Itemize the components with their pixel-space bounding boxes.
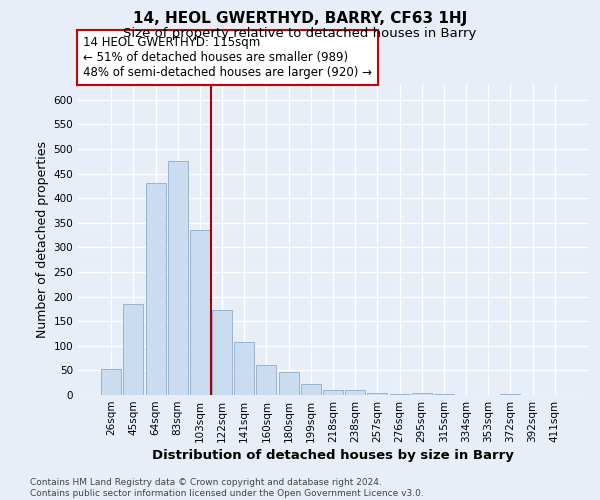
- Bar: [323, 390, 343, 395]
- Bar: [212, 310, 232, 395]
- X-axis label: Distribution of detached houses by size in Barry: Distribution of detached houses by size …: [152, 449, 514, 462]
- Bar: [124, 304, 143, 395]
- Text: Size of property relative to detached houses in Barry: Size of property relative to detached ho…: [124, 28, 476, 40]
- Bar: [278, 372, 299, 395]
- Bar: [412, 392, 432, 395]
- Bar: [367, 392, 388, 395]
- Bar: [234, 342, 254, 395]
- Bar: [345, 390, 365, 395]
- Bar: [146, 184, 166, 395]
- Bar: [389, 394, 410, 395]
- Y-axis label: Number of detached properties: Number of detached properties: [36, 142, 49, 338]
- Bar: [301, 384, 321, 395]
- Text: Contains HM Land Registry data © Crown copyright and database right 2024.
Contai: Contains HM Land Registry data © Crown c…: [30, 478, 424, 498]
- Bar: [256, 366, 277, 395]
- Text: 14 HEOL GWERTHYD: 115sqm
← 51% of detached houses are smaller (989)
48% of semi-: 14 HEOL GWERTHYD: 115sqm ← 51% of detach…: [83, 36, 372, 79]
- Bar: [168, 162, 188, 395]
- Bar: [190, 230, 210, 395]
- Bar: [434, 394, 454, 395]
- Text: 14, HEOL GWERTHYD, BARRY, CF63 1HJ: 14, HEOL GWERTHYD, BARRY, CF63 1HJ: [133, 11, 467, 26]
- Bar: [101, 370, 121, 395]
- Bar: [500, 394, 520, 395]
